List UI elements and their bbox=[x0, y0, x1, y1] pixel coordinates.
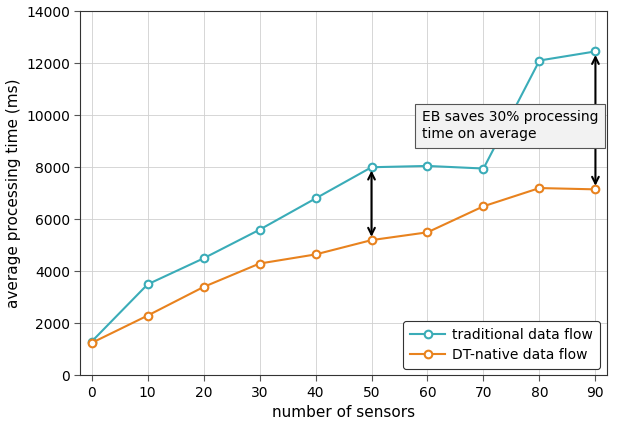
traditional data flow bbox=[312, 196, 319, 201]
traditional data flow bbox=[591, 49, 599, 54]
DT-native data flow bbox=[312, 252, 319, 257]
traditional data flow bbox=[144, 282, 151, 287]
Line: DT-native data flow: DT-native data flow bbox=[88, 184, 600, 347]
DT-native data flow bbox=[144, 313, 151, 318]
Line: traditional data flow: traditional data flow bbox=[88, 48, 600, 345]
DT-native data flow bbox=[423, 230, 431, 235]
DT-native data flow bbox=[256, 261, 264, 266]
DT-native data flow bbox=[200, 285, 207, 290]
traditional data flow bbox=[480, 166, 487, 171]
traditional data flow bbox=[368, 165, 375, 170]
DT-native data flow bbox=[591, 187, 599, 192]
X-axis label: number of sensors: number of sensors bbox=[272, 406, 415, 420]
Y-axis label: average processing time (ms): average processing time (ms) bbox=[6, 78, 20, 308]
traditional data flow bbox=[200, 256, 207, 261]
DT-native data flow bbox=[536, 185, 543, 190]
DT-native data flow bbox=[88, 340, 95, 345]
DT-native data flow bbox=[480, 204, 487, 209]
Legend: traditional data flow, DT-native data flow: traditional data flow, DT-native data fl… bbox=[403, 321, 600, 368]
traditional data flow bbox=[256, 227, 264, 232]
traditional data flow bbox=[536, 58, 543, 63]
traditional data flow bbox=[423, 164, 431, 169]
Text: EB saves 30% processing
time on average: EB saves 30% processing time on average bbox=[422, 110, 598, 141]
traditional data flow bbox=[88, 339, 95, 344]
DT-native data flow bbox=[368, 238, 375, 243]
